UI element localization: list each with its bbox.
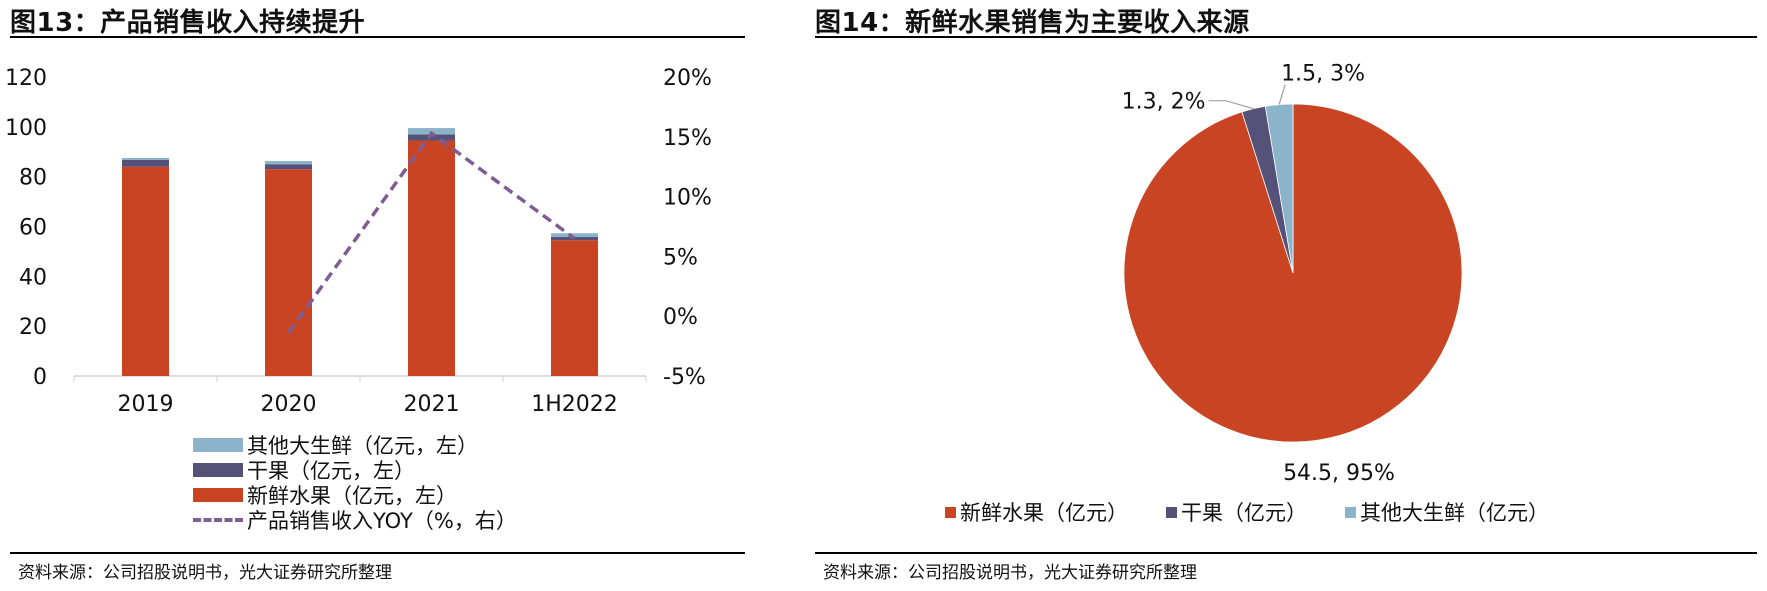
legend-swatch-fresh-fruit (193, 488, 243, 502)
pie-label-fresh: 54.5, 95% (1283, 461, 1395, 486)
y-left-tick-label: 20 (19, 315, 47, 340)
leader-line-dried (1208, 100, 1254, 110)
legend-swatch (945, 506, 956, 518)
bar-other-fresh (265, 160, 312, 165)
legend-swatch (1166, 506, 1177, 518)
figure-14-panel: 图14：新鲜水果销售为主要收入来源 1.3, 2% 1.5, 3% 54.5, 95… (815, 0, 1757, 591)
y-left-tick-label: 120 (5, 66, 47, 91)
bar-other-fresh (551, 233, 598, 237)
pie-legend-dried-fruit: 干果（亿元） (1166, 497, 1307, 527)
y-left-tick-label: 40 (19, 265, 47, 290)
bar-fresh-fruit (265, 169, 312, 376)
bar-dried-fruit (551, 236, 598, 241)
x-tick-label: 2021 (404, 392, 460, 417)
legend-label: 干果（亿元） (1181, 501, 1307, 525)
pie-legend-fresh-fruit: 新鲜水果（亿元） (945, 497, 1128, 527)
legend-label: 新鲜水果（亿元，左） (247, 484, 457, 508)
stacked-bar-chart: 0 20 40 60 80 100 120 -5% 0% 5% 10% 15% 20% 2019 2020 2… (5, 66, 712, 417)
legend-label: 新鲜水果（亿元） (960, 501, 1128, 525)
yoy-dashed-line (287, 130, 576, 334)
legend-swatch-dried-fruit (193, 463, 243, 477)
pie-legend-other-fresh: 其他大生鲜（亿元） (1345, 497, 1549, 527)
bar-dried-fruit (122, 159, 169, 167)
y-right-tick-label: 0% (663, 305, 698, 330)
title-rule (10, 36, 745, 38)
title-rule (815, 36, 1757, 38)
pie-label-dried: 1.3, 2% (1122, 90, 1206, 115)
legend-item-fresh-fruit: 新鲜水果（亿元，左） (193, 480, 457, 510)
legend-label: 其他大生鲜（亿元） (1360, 501, 1549, 525)
bar-fresh-fruit (122, 166, 169, 376)
legend-label: 其他大生鲜（亿元，左） (247, 434, 478, 458)
y-left-tick-label: 80 (19, 166, 47, 191)
x-tick-label: 2019 (118, 392, 174, 417)
legend-label: 干果（亿元，左） (247, 459, 415, 483)
y-right-tick-label: 5% (663, 245, 698, 270)
bar-other-fresh (122, 157, 169, 160)
pie-label-other: 1.5, 3% (1281, 62, 1365, 87)
legend-label: 产品销售收入YOY（%，右） (247, 509, 517, 533)
legend-item-other-fresh: 其他大生鲜（亿元，左） (193, 430, 478, 460)
y-right-tick-label: 15% (663, 126, 712, 151)
legend-swatch-other-fresh (193, 438, 243, 452)
source-note: 资料来源：公司招股说明书，光大证券研究所整理 (823, 563, 1197, 583)
y-left-tick-label: 100 (5, 116, 47, 141)
bar-fresh-fruit (408, 140, 455, 376)
x-tick-label: 1H2022 (531, 392, 618, 417)
y-left-tick-label: 0 (33, 365, 47, 390)
pie-slice-other-fresh (1264, 103, 1294, 274)
pie-legend: 新鲜水果（亿元） 干果（亿元） 其他大生鲜（亿元） (945, 497, 1549, 527)
figure-14-title: 图14：新鲜水果销售为主要收入来源 (815, 8, 1250, 38)
pie-chart: 1.3, 2% 1.5, 3% 54.5, 95% (1122, 62, 1463, 486)
source-note: 资料来源：公司招股说明书，光大证券研究所整理 (18, 563, 392, 583)
y-left-tick-label: 60 (19, 216, 47, 241)
x-tick-label: 2020 (261, 392, 317, 417)
footer-rule (815, 552, 1757, 554)
bar-dried-fruit (408, 134, 455, 141)
legend-item-dried-fruit: 干果（亿元，左） (193, 455, 415, 485)
y-right-tick-label: -5% (663, 365, 706, 390)
leader-line-other (1278, 84, 1286, 105)
bar-fresh-fruit (551, 240, 598, 376)
legend-item-yoy: 产品销售收入YOY（%，右） (193, 505, 517, 535)
figure-13-panel: 图13：产品销售收入持续提升 0 20 40 60 80 100 120 -5% 0% 5% 10%… (5, 0, 745, 591)
legend-swatch-yoy-dashed (193, 518, 243, 522)
y-right-tick-label: 20% (663, 66, 712, 91)
legend-swatch (1345, 506, 1356, 518)
footer-rule (10, 552, 745, 554)
bar-dried-fruit (265, 164, 312, 170)
y-right-tick-label: 10% (663, 186, 712, 211)
figure-13-title: 图13：产品销售收入持续提升 (10, 8, 366, 38)
